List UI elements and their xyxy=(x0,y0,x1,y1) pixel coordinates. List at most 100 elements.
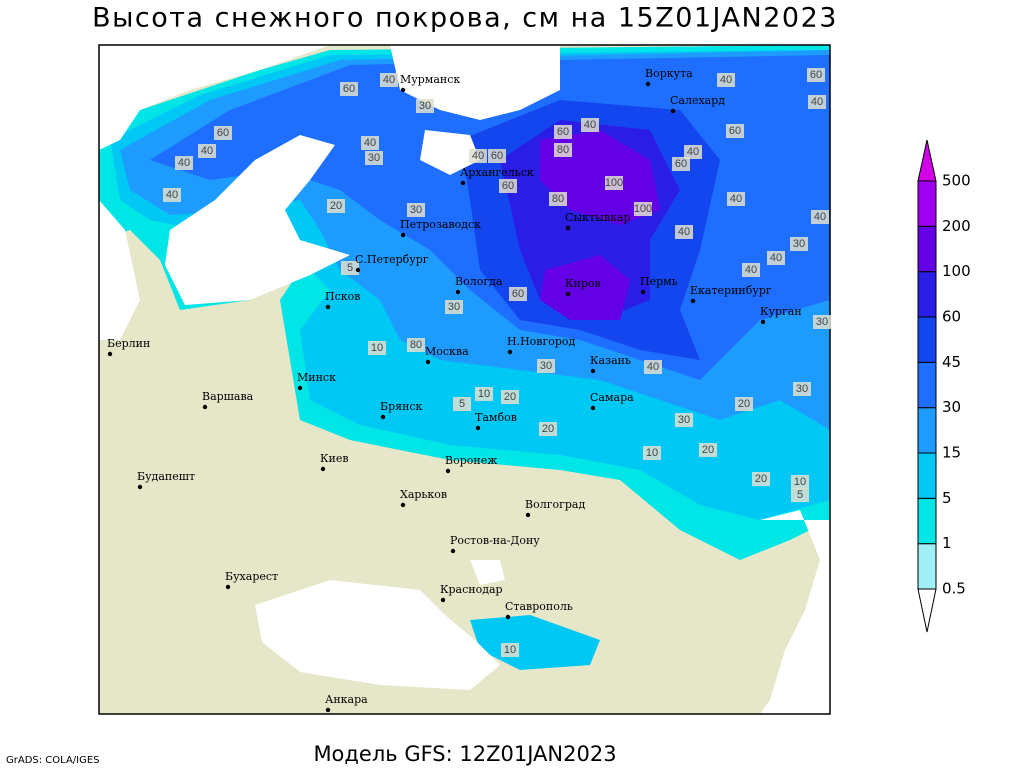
contour-label: 40 xyxy=(647,361,659,373)
contour-label-bg xyxy=(791,488,809,502)
colorbar-band xyxy=(917,180,937,227)
credit: GrADS: COLA/IGES xyxy=(6,755,100,766)
contour-label: 30 xyxy=(796,383,808,395)
city-dot xyxy=(137,484,143,490)
contour-label: 10 xyxy=(504,644,516,656)
city-dot xyxy=(400,502,406,508)
contour-label-bg xyxy=(727,192,745,206)
contour-label: 40 xyxy=(166,189,178,201)
contour-label-bg xyxy=(807,68,825,82)
contour-label-bg xyxy=(198,144,216,158)
contour-label: 40 xyxy=(364,137,376,149)
colorbar-tick-label: 30 xyxy=(942,398,961,416)
colorbar-band xyxy=(917,361,937,409)
contour-label: 5 xyxy=(347,262,353,274)
city-label: Пермь xyxy=(640,275,678,288)
contour-label: 20 xyxy=(504,391,516,403)
contour-label-bg xyxy=(453,397,471,411)
city-label: Киев xyxy=(320,452,349,465)
contour-label: 20 xyxy=(542,423,554,435)
contour-label-bg xyxy=(501,643,519,657)
city-label: Ставрополь xyxy=(505,600,573,613)
city-dot xyxy=(590,405,596,411)
sea xyxy=(470,560,505,585)
contour-label-bg xyxy=(361,136,379,150)
city-label: Казань xyxy=(590,354,631,367)
contour-label-bg xyxy=(791,475,809,489)
contour-label-bg xyxy=(767,251,785,265)
contour-label: 40 xyxy=(730,193,742,205)
contour-label-bg xyxy=(684,145,702,159)
contour-label: 40 xyxy=(678,226,690,238)
sea xyxy=(99,200,140,340)
contour-label: 30 xyxy=(816,316,828,328)
contour-label: 30 xyxy=(793,238,805,250)
contour-label-bg xyxy=(501,390,519,404)
contour-label-bg xyxy=(549,192,567,206)
contour-label: 40 xyxy=(201,145,213,157)
city-dot xyxy=(525,512,531,518)
city-dot xyxy=(507,349,513,355)
city-dot xyxy=(640,289,646,295)
contour-label-bg xyxy=(368,341,386,355)
contour-label-bg xyxy=(644,360,662,374)
contour-label: 40 xyxy=(811,96,823,108)
contour-label: 40 xyxy=(383,74,395,86)
city-dot xyxy=(202,404,208,410)
contour-label-bg xyxy=(445,300,463,314)
sea xyxy=(165,135,350,305)
city-dot xyxy=(400,232,406,238)
city-dot xyxy=(455,289,461,295)
contour-label-bg xyxy=(554,125,572,139)
city-label: Н.Новгород xyxy=(507,335,576,348)
city-label: Краснодар xyxy=(440,583,503,596)
city-label: Волгоград xyxy=(525,498,585,511)
colorbar-band xyxy=(917,271,937,318)
contour-label-bg xyxy=(175,156,193,170)
city-dot xyxy=(670,108,676,114)
city-label: Бухарест xyxy=(225,570,278,583)
city-label: Воронеж xyxy=(445,454,497,467)
contour-label-bg xyxy=(539,422,557,436)
city-label: Вологда xyxy=(455,275,503,288)
city-dot xyxy=(475,425,481,431)
contour-label: 60 xyxy=(557,126,569,138)
contour-label: 5 xyxy=(459,398,465,410)
city-dot xyxy=(225,584,231,590)
contour-label: 20 xyxy=(330,200,342,212)
contour-label-bg xyxy=(699,443,717,457)
snow-zone xyxy=(540,255,630,320)
city-label: Варшава xyxy=(202,390,254,403)
city-label: Архангельск xyxy=(460,166,534,179)
contour-label-bg xyxy=(214,126,232,140)
city-dot xyxy=(590,368,596,374)
contour-label: 80 xyxy=(410,339,422,351)
contour-label-bg xyxy=(790,237,808,251)
city-label: Салехард xyxy=(670,94,725,107)
city-label: Тамбов xyxy=(475,411,517,424)
city-dot xyxy=(565,291,571,297)
contour-label-bg xyxy=(675,225,693,239)
contour-label: 40 xyxy=(687,146,699,158)
city-dot xyxy=(565,225,571,231)
contour-label-bg xyxy=(475,387,493,401)
contour-label: 10 xyxy=(646,447,658,459)
contour-label: 30 xyxy=(678,414,690,426)
contour-label-bg xyxy=(605,176,623,190)
contour-label: 20 xyxy=(738,398,750,410)
colorbar-tick-label: 5 xyxy=(942,489,952,507)
contour-label: 40 xyxy=(814,211,826,223)
contour-label: 60 xyxy=(491,150,503,162)
colorbar-band xyxy=(917,452,937,499)
city-dot xyxy=(645,81,651,87)
city-dot xyxy=(425,359,431,365)
city-label: Брянск xyxy=(380,400,423,413)
model-label: Модель GFS: 12Z01JAN2023 xyxy=(313,742,616,766)
contour-label: 60 xyxy=(217,127,229,139)
contour-label-bg xyxy=(742,263,760,277)
contour-label-bg xyxy=(537,359,555,373)
city-dot xyxy=(107,351,113,357)
contour-label-bg xyxy=(407,203,425,217)
